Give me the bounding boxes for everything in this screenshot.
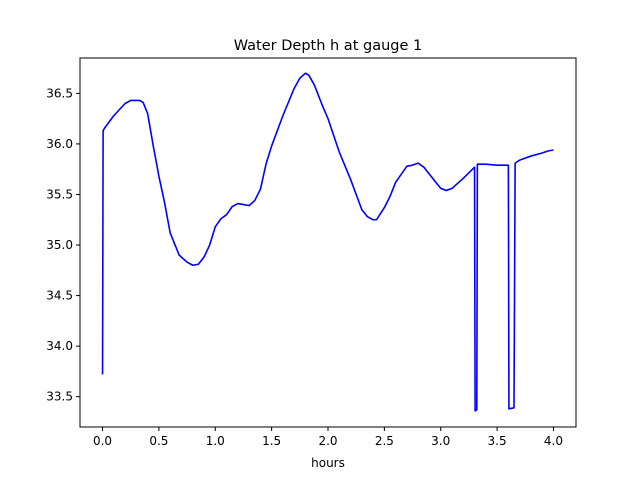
y-tick-label: 33.5: [46, 390, 73, 404]
y-tick-label: 36.0: [46, 137, 73, 151]
plot-frame: [79, 57, 577, 428]
series-line: [101, 72, 554, 412]
x-tick-label: 1.0: [206, 434, 225, 448]
y-tick-label: 34.5: [46, 289, 73, 303]
chart-title: Water Depth h at gauge 1: [234, 38, 422, 54]
x-tick-label: 1.5: [262, 434, 281, 448]
y-tick-label: 34.0: [46, 339, 73, 353]
x-tick-label: 2.5: [375, 434, 394, 448]
y-tick-label: 36.5: [46, 86, 73, 100]
x-axis-label: hours: [311, 456, 345, 470]
x-tick-label: 3.0: [431, 434, 450, 448]
x-tick-label: 3.5: [488, 434, 507, 448]
y-tick-label: 35.0: [46, 238, 73, 252]
tick-layer: 0.0 0.5 1.0 1.5 2.0 2.5 3.0 3.5 4.0 33.5 34.0 34.5 3…: [46, 86, 563, 448]
x-tick-label: 0.5: [149, 434, 168, 448]
x-tick-label: 2.0: [318, 434, 337, 448]
x-tick-label: 0.0: [93, 434, 112, 448]
x-tick-label: 4.0: [544, 434, 563, 448]
y-tick-label: 35.5: [46, 187, 73, 201]
plot-layer: [101, 72, 554, 412]
